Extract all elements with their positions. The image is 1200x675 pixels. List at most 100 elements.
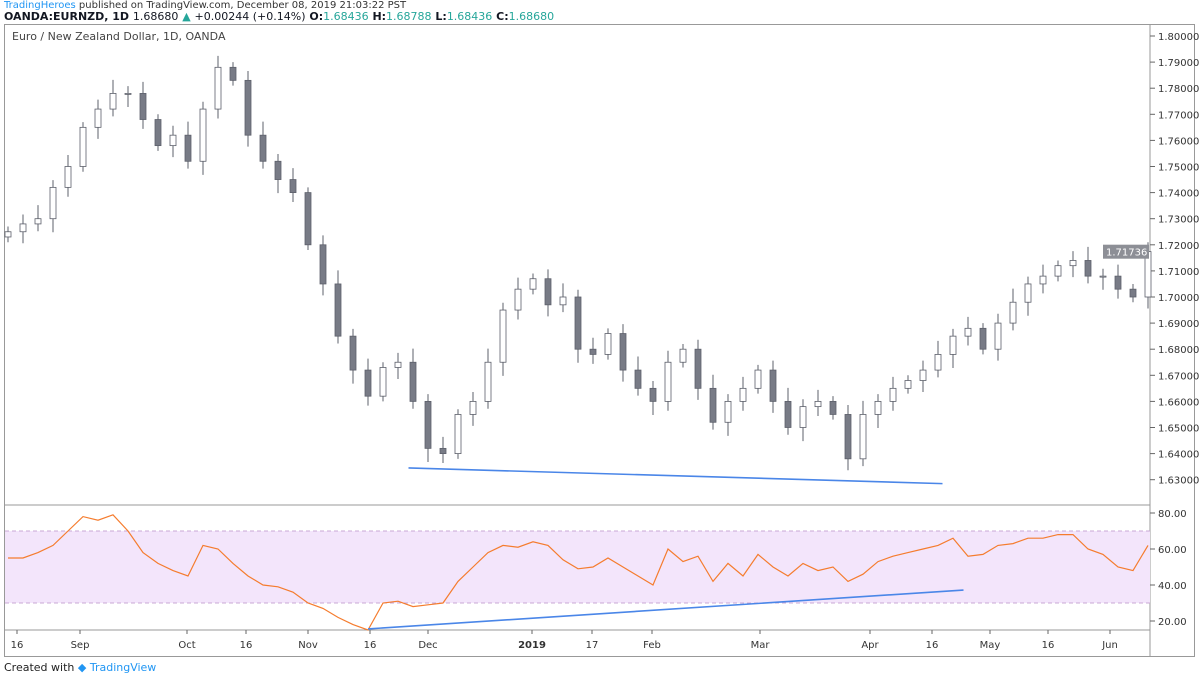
low-label: L:: [435, 10, 447, 23]
price-tick-label: 1.74000: [1158, 189, 1199, 200]
candle-body: [4, 231, 12, 238]
candle-body: [184, 134, 192, 162]
candle: [1024, 276, 1032, 316]
candle: [1099, 268, 1107, 290]
publisher-link[interactable]: TradingHeroes: [4, 0, 76, 11]
price-trendline: [408, 467, 943, 485]
candle-body: [79, 126, 87, 167]
candle-body: [994, 322, 1002, 350]
candle: [709, 374, 717, 430]
candle-body: [844, 414, 852, 460]
candle-body: [259, 134, 267, 162]
symbol: OANDA:EURNZD, 1D: [4, 10, 130, 23]
candle-body: [934, 354, 942, 371]
candle-body: [709, 387, 717, 423]
candle: [244, 70, 252, 147]
candle-body: [979, 327, 987, 350]
candle-body: [724, 400, 732, 423]
candle-body: [829, 400, 837, 415]
candle-body: [379, 367, 387, 397]
candle: [424, 394, 432, 462]
candle-body: [34, 218, 42, 225]
candle-body: [469, 400, 477, 415]
candle: [814, 389, 822, 417]
candle-body: [409, 361, 417, 402]
rsi-tick-label: 20.00: [1158, 617, 1187, 628]
candle: [454, 409, 462, 459]
candle: [304, 187, 312, 251]
time-tick-label: Jun: [1101, 640, 1118, 651]
candle: [679, 343, 687, 368]
price-tick-label: 1.66000: [1158, 397, 1199, 408]
candle: [109, 79, 117, 117]
candle-body: [124, 93, 132, 95]
last-price: 1.68680: [132, 10, 179, 23]
candle: [439, 436, 447, 463]
high-label: H:: [372, 10, 387, 23]
candle: [229, 62, 237, 86]
candle-body: [304, 192, 312, 246]
rsi-tick-label: 80.00: [1158, 509, 1187, 520]
candle: [1084, 246, 1092, 284]
candle-body: [109, 93, 117, 110]
candle-body: [349, 335, 357, 371]
candle-body: [199, 108, 207, 162]
candle: [769, 360, 777, 413]
candle-body: [1084, 260, 1092, 277]
candle-body: [154, 119, 162, 147]
candle-body: [814, 400, 822, 408]
time-tick-label: Nov: [298, 640, 318, 651]
low-value: 1.68436: [446, 10, 493, 23]
candle: [1129, 283, 1137, 303]
candle: [484, 348, 492, 409]
time-tick-label: 17: [586, 640, 599, 651]
candle-body: [754, 369, 762, 389]
last-price-badge: [1103, 244, 1149, 259]
tradingview-logo[interactable]: ◆ TradingView: [77, 661, 157, 674]
candle-body: [139, 93, 147, 120]
candle: [529, 273, 537, 295]
candle: [349, 328, 357, 384]
price-tick-label: 1.63000: [1158, 476, 1199, 487]
rsi-line: [8, 514, 1149, 631]
candle: [1114, 264, 1122, 299]
candle-body: [64, 166, 72, 188]
candle-body: [739, 387, 747, 402]
candle: [94, 99, 102, 139]
candle-body: [394, 361, 402, 368]
candle-body: [49, 186, 57, 220]
time-tick-label: 2019: [518, 640, 546, 651]
candle-body: [604, 333, 612, 355]
candle-body: [784, 400, 792, 428]
price-tick-label: 1.73000: [1158, 215, 1199, 226]
candle-body: [1039, 275, 1047, 285]
tradingview-brand: TradingView: [89, 661, 157, 674]
candle: [49, 180, 57, 233]
candle: [859, 400, 867, 467]
candle-body: [1009, 301, 1017, 324]
change: +0.00244 (+0.14%): [194, 10, 306, 23]
candle: [1009, 288, 1017, 331]
rsi-band: [5, 531, 1150, 603]
chart-title: Euro / New Zealand Dollar, 1D, OANDA: [12, 30, 226, 43]
candle-body: [19, 223, 27, 233]
candle: [184, 121, 192, 169]
price-tick-label: 1.78000: [1158, 84, 1199, 95]
candle: [634, 356, 642, 396]
candle: [214, 55, 222, 119]
time-tick-label: May: [980, 640, 1001, 651]
candle-body: [1054, 265, 1062, 277]
published-text: published on TradingView.com, December 0…: [78, 0, 407, 11]
close-label: C:: [496, 10, 509, 23]
candle-body: [514, 288, 522, 311]
candle: [394, 352, 402, 379]
price-tick-label: 1.79000: [1158, 58, 1199, 69]
candle: [169, 125, 177, 158]
candle-body: [274, 160, 282, 180]
candle-body: [574, 296, 582, 350]
candle-body: [484, 361, 492, 402]
footer: Created with ◆ TradingView: [4, 661, 156, 674]
candle: [334, 270, 342, 344]
time-tick-label: 16: [1042, 640, 1055, 651]
